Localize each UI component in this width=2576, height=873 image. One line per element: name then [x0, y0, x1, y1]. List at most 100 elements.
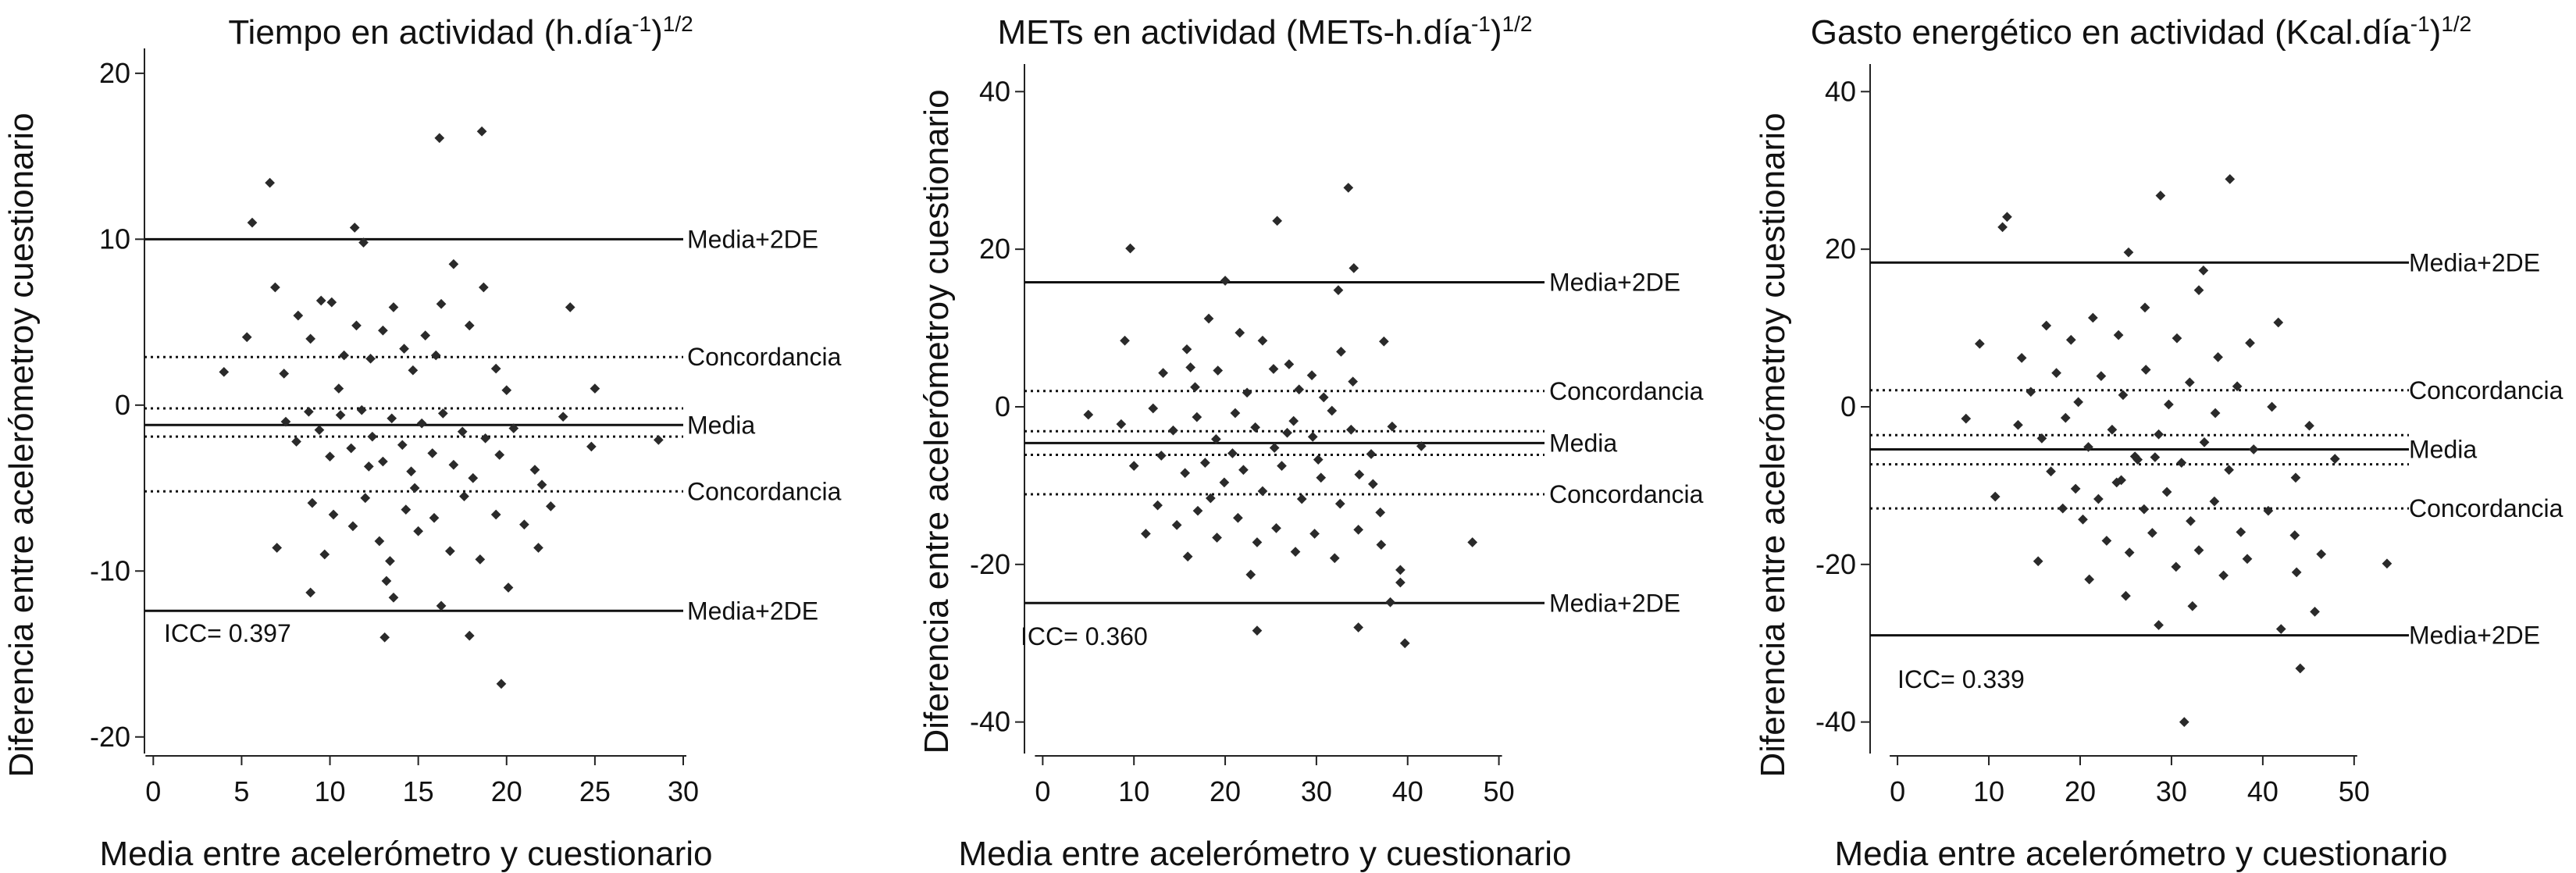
- data-point: [1268, 364, 1279, 374]
- data-point: [1309, 529, 1320, 539]
- data-point: [1180, 468, 1191, 479]
- chart-title-main: Gasto energético en actividad (Kcal.día: [1811, 13, 2411, 52]
- icc-annotation: ICC= 0.339: [1897, 665, 2025, 693]
- data-point: [475, 554, 486, 565]
- y-axis-label-2: Diferencia entre acelerómetroy cuestiona…: [917, 89, 956, 754]
- data-point: [436, 298, 447, 309]
- data-point: [1227, 448, 1238, 458]
- data-point: [2154, 429, 2164, 440]
- data-point: [279, 369, 290, 379]
- icc-annotation: ICC= 0.397: [164, 619, 291, 647]
- data-point: [367, 431, 378, 442]
- data-point: [349, 223, 360, 233]
- data-point: [1235, 327, 1245, 338]
- data-point: [2058, 503, 2068, 514]
- data-point: [1158, 368, 1168, 378]
- x-tick-label: 10: [1973, 775, 2004, 807]
- data-point: [529, 465, 540, 476]
- data-point: [586, 441, 597, 452]
- data-point: [2093, 494, 2104, 504]
- data-point: [501, 385, 512, 396]
- y-tick-label: 0: [115, 389, 130, 421]
- data-point: [2132, 454, 2143, 465]
- data-point: [413, 526, 424, 536]
- chart-title-paren: ): [2430, 13, 2442, 52]
- y-tick-label: -40: [1815, 706, 1856, 738]
- data-point: [2070, 483, 2081, 494]
- data-point: [1353, 525, 1364, 535]
- data-point: [1192, 412, 1202, 422]
- data-point: [565, 302, 575, 312]
- data-point: [1395, 577, 1406, 588]
- data-point: [2199, 437, 2210, 447]
- data-point: [1190, 382, 1200, 393]
- data-point: [445, 546, 455, 557]
- data-point: [2316, 549, 2327, 560]
- data-point: [307, 497, 318, 508]
- data-point: [304, 406, 314, 417]
- data-point: [374, 536, 385, 547]
- data-point: [387, 413, 397, 424]
- data-point: [1277, 461, 1287, 472]
- data-point: [1257, 335, 1268, 346]
- data-point: [2224, 465, 2234, 476]
- data-point: [1467, 537, 1478, 547]
- data-point: [1242, 387, 1252, 398]
- data-point: [326, 297, 337, 308]
- data-point: [1171, 519, 1182, 530]
- data-point: [1245, 569, 1256, 580]
- y-tick-label: -40: [970, 706, 1010, 738]
- data-point: [1128, 461, 1139, 472]
- data-point: [1181, 344, 1192, 355]
- chart-title-sup1: -1: [632, 12, 651, 36]
- data-point: [241, 332, 252, 343]
- data-point: [1269, 443, 1280, 453]
- data-point: [437, 408, 448, 419]
- panel-tiempo: Tiempo en actividad (h.día-1)1/220100-10…: [90, 12, 842, 873]
- data-point: [2209, 496, 2220, 507]
- data-point: [2121, 590, 2131, 601]
- reference-line-label: Concordancia: [687, 343, 842, 371]
- data-point: [2124, 547, 2135, 558]
- data-point: [1238, 465, 1249, 476]
- y-tick-label: 20: [1825, 233, 1856, 265]
- data-point: [2041, 320, 2052, 331]
- data-point: [2295, 663, 2306, 674]
- x-tick-label: 20: [2065, 775, 2096, 807]
- reference-line-label: Concordancia: [2409, 376, 2564, 404]
- data-point: [2118, 390, 2129, 401]
- data-point: [378, 456, 388, 467]
- data-point: [335, 410, 346, 420]
- data-point: [2083, 442, 2093, 452]
- data-point: [305, 333, 316, 344]
- data-point: [1252, 625, 1263, 636]
- data-point: [1230, 408, 1241, 419]
- chart-title-paren: ): [1491, 13, 1502, 52]
- data-point: [1083, 409, 1094, 420]
- x-axis-label: Media entre acelerómetro y cuestionario: [958, 835, 1571, 873]
- data-point: [1125, 243, 1135, 254]
- data-point: [2267, 401, 2277, 412]
- data-point: [536, 479, 547, 490]
- data-point: [1348, 376, 1358, 387]
- data-point: [1334, 498, 1345, 509]
- data-point: [265, 177, 275, 188]
- y-tick-label: 40: [1825, 75, 1856, 107]
- data-point: [1233, 512, 1243, 523]
- data-point: [401, 504, 412, 515]
- data-point: [1349, 263, 1359, 273]
- data-point: [1376, 540, 1387, 550]
- data-point: [1318, 392, 1329, 403]
- data-point: [2213, 352, 2223, 362]
- data-point: [2290, 472, 2301, 483]
- data-point: [1185, 362, 1196, 372]
- reference-line-label: Media+2DE: [1549, 269, 1680, 297]
- data-point: [2273, 317, 2284, 328]
- reference-line-label: Media: [1549, 429, 1617, 457]
- data-point: [2193, 285, 2204, 295]
- data-point: [272, 543, 283, 553]
- data-point: [558, 412, 568, 422]
- data-point: [480, 433, 490, 444]
- data-point: [457, 426, 468, 437]
- data-point: [434, 133, 445, 144]
